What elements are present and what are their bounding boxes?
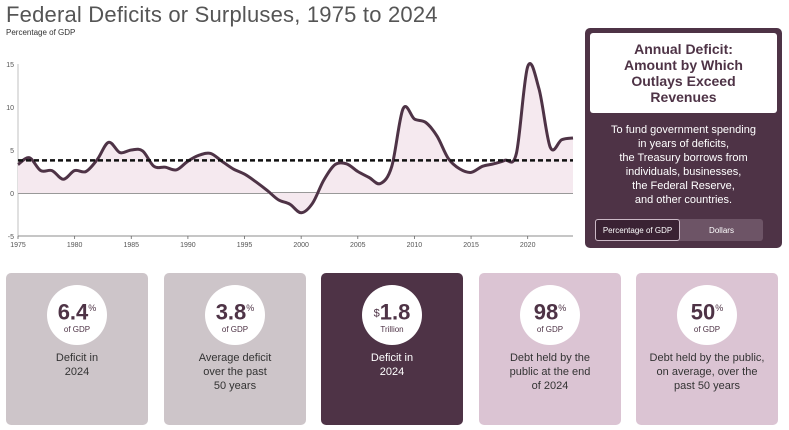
stat-label: Deficit in 2024 <box>55 352 99 378</box>
deficit-line <box>17 62 574 215</box>
x-tick-label: 1995 <box>237 242 253 249</box>
stat-card-debt-average: 50% of GDP Debt held by the public, on a… <box>636 273 778 425</box>
stat-label: Average deficit over the past 50 years <box>198 352 272 392</box>
info-heading: Annual Deficit: Amount by Which Outlays … <box>590 33 777 113</box>
info-text: To fund government spending in years of … <box>611 124 756 206</box>
x-tick-label: 1985 <box>123 242 139 249</box>
x-tick-label: 1980 <box>67 242 83 249</box>
deficit-chart: -5 0 5 10 15 1975 1980 1985 1990 1995 2000 2005 2010… <box>6 62 574 249</box>
stat-unit: of GDP <box>693 324 721 334</box>
stat-card-deficit-2024: 6.4% of GDP Deficit in 2024 <box>6 273 148 425</box>
x-tick-label: 2005 <box>350 242 366 249</box>
y-tick-label: 0 <box>10 191 14 198</box>
stat-suffix: % <box>88 303 97 313</box>
stat-label: Debt held by the public at the end of 20… <box>509 352 591 392</box>
toggle-percentage-of-gdp[interactable]: Percentage of GDP <box>595 219 680 241</box>
stat-badge: $1.8 Trillion <box>362 285 422 345</box>
y-tick-label: -5 <box>8 234 14 241</box>
x-tick-label: 1975 <box>10 242 26 249</box>
stat-suffix: % <box>558 303 567 313</box>
x-tick-label: 2010 <box>407 242 423 249</box>
stat-badge: 6.4% of GDP <box>47 285 107 345</box>
stat-unit: of GDP <box>63 324 91 334</box>
x-tick-label: 2000 <box>293 242 309 249</box>
stat-value: 1.8 <box>379 299 411 325</box>
y-tick-label: 10 <box>6 105 14 112</box>
stat-value: 6.4 <box>57 299 89 325</box>
info-panel: Annual Deficit: Amount by Which Outlays … <box>585 28 782 248</box>
deficit-area <box>18 63 573 213</box>
stat-badge: 98% of GDP <box>520 285 580 345</box>
stat-unit: of GDP <box>536 324 564 334</box>
x-tick-label: 2015 <box>463 242 479 249</box>
y-axis-label: Percentage of GDP <box>6 28 76 37</box>
x-tick-label: 2020 <box>520 242 536 249</box>
stat-card-deficit-dollars: $1.8 Trillion Deficit in 2024 <box>321 273 463 425</box>
stat-badge: 3.8% of GDP <box>205 285 265 345</box>
unit-toggle[interactable]: Percentage of GDP Dollars <box>595 219 763 241</box>
stat-card-average-deficit: 3.8% of GDP Average deficit over the pas… <box>164 273 306 425</box>
stat-value: 98 <box>533 299 559 325</box>
chart-title: Federal Deficits or Surpluses, 1975 to 2… <box>6 2 438 27</box>
stat-badge: 50% of GDP <box>677 285 737 345</box>
x-tick-label: 1990 <box>180 242 196 249</box>
stat-suffix: % <box>715 303 724 313</box>
stat-unit: Trillion <box>380 324 404 334</box>
stat-prefix: $ <box>373 307 380 320</box>
stat-unit: of GDP <box>221 324 249 334</box>
y-tick-label: 5 <box>10 148 14 155</box>
stat-label: Deficit in 2024 <box>370 352 414 378</box>
y-tick-label: 15 <box>6 62 14 69</box>
stat-value: 50 <box>690 299 716 325</box>
stat-suffix: % <box>246 303 255 313</box>
stat-value: 3.8 <box>215 299 247 325</box>
stat-label: Debt held by the public, on average, ove… <box>649 352 765 392</box>
stat-card-debt-2024: 98% of GDP Debt held by the public at th… <box>479 273 621 425</box>
toggle-dollars[interactable]: Dollars <box>709 225 734 235</box>
